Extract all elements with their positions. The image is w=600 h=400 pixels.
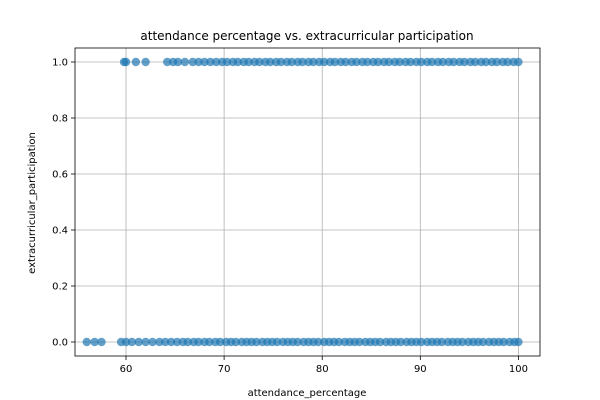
grid-lines — [75, 48, 540, 356]
y-tick-label: 0.8 — [52, 114, 68, 125]
plot-area-frame — [74, 47, 541, 357]
data-point — [215, 337, 225, 347]
data-point — [492, 57, 502, 67]
data-point — [148, 337, 157, 347]
data-point — [188, 57, 197, 67]
data-point — [205, 337, 214, 347]
data-point — [180, 57, 190, 67]
chart-title: attendance percentage vs. extracurricula… — [140, 29, 473, 43]
data-point — [127, 337, 137, 347]
data-point — [200, 57, 209, 67]
data-points — [82, 57, 523, 347]
y-tick-label: 1.0 — [52, 58, 68, 69]
data-point — [97, 337, 106, 347]
data-point — [194, 337, 203, 347]
y-tick-label: 0.4 — [52, 226, 68, 237]
data-point — [458, 337, 467, 347]
x-tick-label: 90 — [414, 364, 427, 375]
y-tick-label: 0.6 — [52, 170, 68, 181]
data-point — [233, 57, 243, 67]
x-axis-label: attendance_percentage — [248, 388, 367, 399]
data-point — [287, 57, 297, 67]
data-point — [172, 337, 182, 347]
data-point — [330, 57, 340, 67]
data-point — [90, 337, 99, 347]
data-point — [384, 57, 394, 67]
data-point — [478, 337, 488, 347]
data-point — [134, 337, 143, 347]
data-point — [417, 337, 426, 347]
data-point — [375, 337, 385, 347]
data-point — [121, 57, 131, 67]
data-point — [363, 57, 372, 67]
data-point — [355, 337, 364, 347]
data-point — [293, 337, 302, 347]
data-point — [427, 57, 437, 67]
data-point — [194, 57, 203, 67]
x-tick-label: 100 — [509, 364, 528, 375]
data-point — [173, 57, 183, 67]
y-tick-label: 0.0 — [52, 338, 68, 349]
data-point — [206, 57, 215, 67]
data-point — [514, 337, 523, 347]
data-point — [82, 337, 91, 347]
data-point — [183, 337, 193, 347]
data-point — [298, 57, 307, 67]
data-point — [319, 57, 329, 67]
data-point — [395, 57, 404, 67]
data-point — [276, 57, 286, 67]
data-point — [314, 337, 323, 347]
data-point — [481, 57, 491, 67]
data-point — [131, 57, 141, 67]
data-point — [166, 337, 176, 347]
y-axis-label: extracurricular_participation — [27, 132, 38, 274]
data-point — [266, 57, 275, 67]
data-point — [406, 57, 415, 67]
data-point — [252, 337, 261, 347]
data-point — [161, 337, 170, 347]
x-tick-label: 70 — [218, 364, 231, 375]
data-point — [212, 57, 221, 67]
data-point — [437, 337, 447, 347]
data-point — [141, 57, 150, 67]
data-point — [309, 57, 318, 67]
y-tick-label: 0.2 — [52, 282, 68, 293]
data-point — [121, 337, 131, 347]
data-point — [449, 57, 458, 67]
axis-ticks: 60 70 80 90 100 0.0 0.2 0.4 0.6 0.8 1.0 — [52, 58, 528, 376]
x-tick-label: 60 — [120, 364, 133, 375]
data-point — [244, 57, 253, 67]
data-point — [341, 57, 350, 67]
data-point — [222, 57, 232, 67]
data-point — [141, 337, 150, 347]
data-point — [503, 57, 512, 67]
data-point — [272, 337, 282, 347]
data-point — [334, 337, 344, 347]
data-point — [396, 337, 405, 347]
data-point — [499, 337, 508, 347]
data-point — [438, 57, 448, 67]
data-point — [163, 57, 172, 67]
data-point — [155, 337, 164, 347]
data-point — [255, 57, 264, 67]
data-point — [352, 57, 361, 67]
x-tick-label: 80 — [316, 364, 329, 375]
data-point — [514, 57, 523, 67]
data-point — [373, 57, 383, 67]
data-point — [417, 57, 426, 67]
data-point — [460, 57, 469, 67]
data-point — [471, 57, 480, 67]
data-point — [231, 337, 241, 347]
